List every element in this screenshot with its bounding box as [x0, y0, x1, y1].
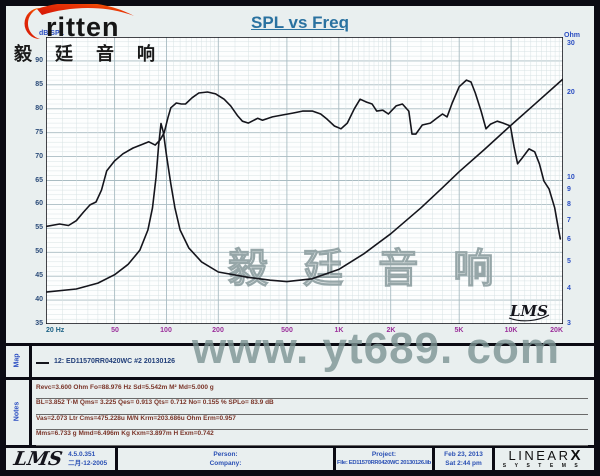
- notes-line: Vas=2.073 Ltr Cms=475.228u M/N Krm=203.6…: [36, 415, 588, 431]
- footer-lms-cell: LMS 4.5.0.351 二月-12-2005: [6, 448, 115, 470]
- separator: [6, 343, 594, 346]
- x-axis-tick: 500: [281, 327, 293, 334]
- y-right-tick: 4: [567, 285, 571, 292]
- y-left-axis-title: dB SPL: [39, 30, 64, 37]
- y-left-tick: 70: [35, 153, 43, 160]
- y-left-tick: 65: [35, 177, 43, 184]
- x-axis-tick: 200: [212, 327, 224, 334]
- linearx-name: LINEAR: [508, 448, 571, 463]
- y-left-tick: 90: [35, 57, 43, 64]
- linearx-x: X: [570, 447, 581, 464]
- site-watermark: www. yt689. com: [192, 324, 560, 373]
- linearx-systems: SYSTEMS: [502, 463, 587, 469]
- company-label: Company:: [209, 460, 242, 467]
- svg-text:LMS: LMS: [509, 302, 548, 320]
- footer-bar: LMS 4.5.0.351 二月-12-2005 Person: Company…: [6, 448, 594, 470]
- separator: [6, 445, 594, 448]
- footer-linearx-cell: LINEARX SYSTEMS: [492, 448, 594, 470]
- footer-person-cell: Person: Company:: [115, 448, 333, 470]
- legend-line-sample: [36, 362, 49, 364]
- notes-line: BL=3.852 T·M Qms= 3.225 Qes= 0.913 Qts= …: [36, 399, 588, 415]
- y-left-tick: 55: [35, 224, 43, 231]
- file-label: File: ED11570RR0420WC 20130126.lib: [337, 460, 431, 466]
- x-axis-tick: 20 Hz: [46, 327, 65, 334]
- footer-project-cell: Project: File: ED11570RR0420WC 20130126.…: [333, 448, 432, 470]
- footer-time: Sat 2:44 pm: [445, 460, 482, 467]
- y-right-tick: 7: [567, 217, 571, 224]
- notes-line: Mms=6.733 g Mmd=6.496m Kg Kxm=3.897m H E…: [36, 430, 588, 446]
- lms-version-block: 4.5.0.351 二月-12-2005: [68, 450, 107, 468]
- y-right-tick: 8: [567, 201, 571, 208]
- y-right-tick: 9: [567, 186, 571, 193]
- x-axis-tick: 20K: [550, 327, 563, 334]
- x-axis-tick: 1K: [334, 327, 344, 334]
- brand-name-chinese: 毅 廷 音 响: [14, 44, 165, 64]
- notes-row: Notes Revc=3.600 Ohm Fo=88.976 Hz Sd=5.5…: [6, 380, 594, 446]
- notes-line: Revc=3.600 Ohm Fo=88.976 Hz Sd=5.542m M²…: [36, 384, 588, 400]
- footer-date: Feb 23, 2013: [444, 451, 483, 458]
- y-right-axis-title: Ohm: [564, 32, 580, 39]
- y-left-tick: 40: [35, 296, 43, 303]
- y-left-tick: 60: [35, 200, 43, 207]
- x-axis-tick: 5K: [454, 327, 464, 334]
- y-left-tick: 80: [35, 105, 43, 112]
- y-left-tick: 50: [35, 248, 43, 255]
- person-label: Person:: [213, 451, 238, 458]
- y-left-tick: 35: [35, 320, 43, 327]
- lms-logo: LMS: [12, 447, 65, 470]
- map-row: Map 12: ED11570RR0420WC #2 20130126: [6, 346, 594, 377]
- brand-logo: ritten 毅 廷 音 响: [10, 2, 155, 68]
- linearx-logo: LINEARX: [495, 447, 594, 464]
- x-axis-tick: 10K: [504, 327, 518, 334]
- y-left-tick: 85: [35, 81, 43, 88]
- y-left-tick: 75: [35, 129, 43, 136]
- project-label: Project:: [371, 451, 397, 458]
- lms-version: 4.5.0.351: [68, 451, 96, 458]
- notes-label: Notes: [13, 401, 21, 421]
- separator: [6, 377, 594, 380]
- y-right-tick: 20: [567, 89, 575, 96]
- svg-text:毅 廷 音 响: 毅 廷 音 响: [228, 246, 505, 291]
- page-title: SPL vs Freq: [251, 13, 349, 32]
- x-axis-tick: 2K: [386, 327, 396, 334]
- notes-label-cell: Notes: [6, 380, 32, 445]
- y-right-tick: 30: [567, 40, 575, 47]
- y-right-tick: 10: [567, 174, 575, 181]
- logo-swoosh-icon: [24, 2, 134, 39]
- y-right-tick: 6: [567, 236, 571, 243]
- report-background: SPL vs Freq 毅 廷 音 响 LMS dB SPL Ohm 90 85 80…: [6, 2, 594, 470]
- footer-datetime-cell: Feb 23, 2013 Sat 2:44 pm: [432, 448, 492, 470]
- y-right-tick: 5: [567, 258, 571, 265]
- y-right-tick: 3: [567, 320, 571, 327]
- map-label-cell: Map: [6, 346, 32, 377]
- brand-name: ritten: [46, 12, 120, 42]
- x-axis-tick: 50: [111, 327, 119, 334]
- legend-entry: 12: ED11570RR0420WC #2 20130126: [54, 358, 176, 365]
- y-left-tick: 45: [35, 272, 43, 279]
- lms-date: 二月-12-2005: [68, 460, 108, 467]
- notes-parameter-lines: Revc=3.600 Ohm Fo=88.976 Hz Sd=5.542m M²…: [36, 384, 588, 446]
- x-axis-tick: 100: [160, 327, 172, 334]
- map-label: Map: [13, 353, 21, 367]
